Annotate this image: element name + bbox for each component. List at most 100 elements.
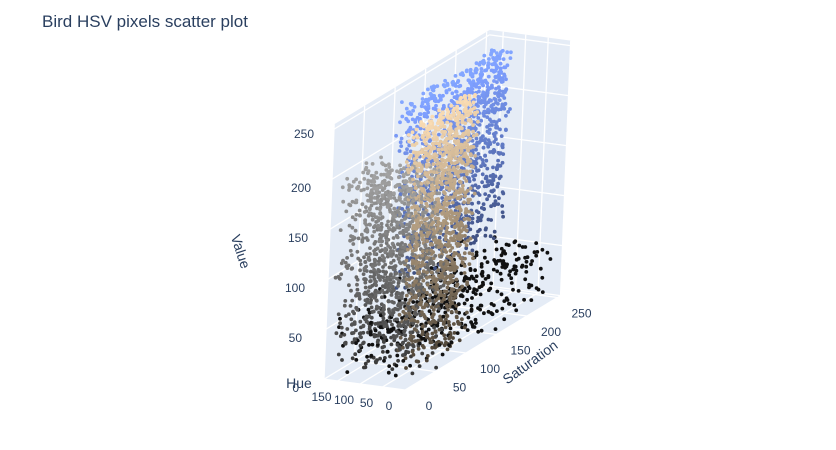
data-point (434, 154, 439, 158)
data-point (374, 170, 379, 175)
data-point (414, 279, 419, 283)
data-point (478, 218, 483, 223)
data-point (415, 236, 419, 240)
data-point (383, 247, 388, 252)
data-point (391, 326, 396, 331)
data-point (475, 110, 480, 114)
data-point (377, 227, 382, 231)
data-point (457, 111, 462, 115)
data-point (369, 305, 374, 310)
data-point (499, 277, 504, 282)
data-point (446, 308, 450, 312)
data-point (520, 245, 525, 249)
data-point (415, 285, 420, 290)
data-point (400, 114, 405, 119)
data-point (471, 145, 476, 149)
data-point (483, 233, 488, 238)
data-point (498, 61, 503, 66)
data-point (372, 334, 377, 339)
data-point (382, 324, 387, 329)
data-point (493, 91, 497, 95)
data-point (437, 307, 442, 311)
data-point (442, 333, 447, 338)
data-point (468, 152, 473, 157)
data-point (414, 359, 419, 364)
data-point (500, 306, 505, 311)
data-point (495, 289, 500, 294)
data-point (455, 173, 460, 177)
data-point (362, 292, 367, 296)
data-point (451, 195, 456, 199)
data-point (437, 108, 441, 113)
data-point (498, 174, 503, 179)
data-point (423, 338, 428, 343)
data-point (504, 127, 508, 132)
data-point (470, 72, 475, 77)
data-point (369, 183, 374, 188)
data-point (493, 327, 498, 331)
data-point (410, 261, 415, 266)
data-point (447, 196, 452, 201)
data-point (440, 185, 445, 190)
data-point (486, 61, 491, 65)
data-point (447, 239, 451, 244)
data-point (451, 165, 456, 170)
data-point (363, 218, 368, 223)
data-point (416, 194, 421, 199)
data-point (358, 258, 363, 263)
data-point (421, 134, 425, 138)
data-point (394, 271, 399, 276)
data-point (396, 358, 400, 363)
data-point (410, 252, 415, 257)
data-point (399, 191, 403, 196)
data-point (448, 125, 453, 130)
data-point (398, 230, 403, 235)
data-point (482, 109, 487, 114)
data-point (394, 334, 399, 338)
data-point (460, 261, 465, 265)
data-point (469, 83, 474, 88)
data-point (426, 327, 431, 332)
data-point (458, 242, 462, 247)
data-point (492, 258, 497, 262)
data-point (477, 123, 482, 127)
data-point (540, 290, 545, 294)
data-point (454, 291, 458, 296)
data-point (433, 99, 438, 104)
data-point (444, 207, 449, 212)
data-point (465, 282, 469, 287)
data-point (455, 80, 460, 84)
data-point (435, 284, 439, 289)
pane-floor (324, 284, 561, 390)
data-point (500, 210, 505, 215)
data-point (506, 110, 511, 114)
data-point (395, 208, 400, 213)
data-point (498, 69, 503, 74)
data-point (405, 247, 410, 252)
data-point (508, 269, 512, 274)
data-point (345, 176, 350, 181)
data-point (346, 312, 351, 317)
data-point (498, 66, 503, 71)
data-point (464, 179, 469, 183)
data-point (470, 220, 475, 225)
data-point (440, 182, 444, 187)
data-point (431, 262, 436, 267)
data-point (496, 202, 501, 207)
data-point (432, 146, 437, 150)
data-point (357, 208, 362, 213)
data-point (483, 153, 487, 158)
data-point (414, 141, 419, 146)
data-point (455, 331, 460, 335)
data-point (367, 211, 372, 216)
data-point (414, 134, 419, 138)
data-point (381, 308, 385, 313)
data-point (369, 199, 374, 204)
data-point (406, 265, 411, 270)
data-point (484, 176, 489, 181)
data-point (445, 285, 450, 290)
data-point (498, 52, 503, 56)
data-point (373, 328, 378, 333)
data-point (430, 319, 435, 324)
